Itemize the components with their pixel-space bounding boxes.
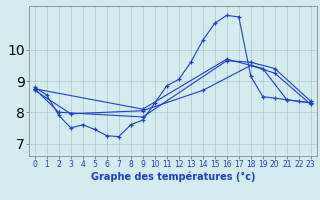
X-axis label: Graphe des températures (°c): Graphe des températures (°c) xyxy=(91,172,255,182)
